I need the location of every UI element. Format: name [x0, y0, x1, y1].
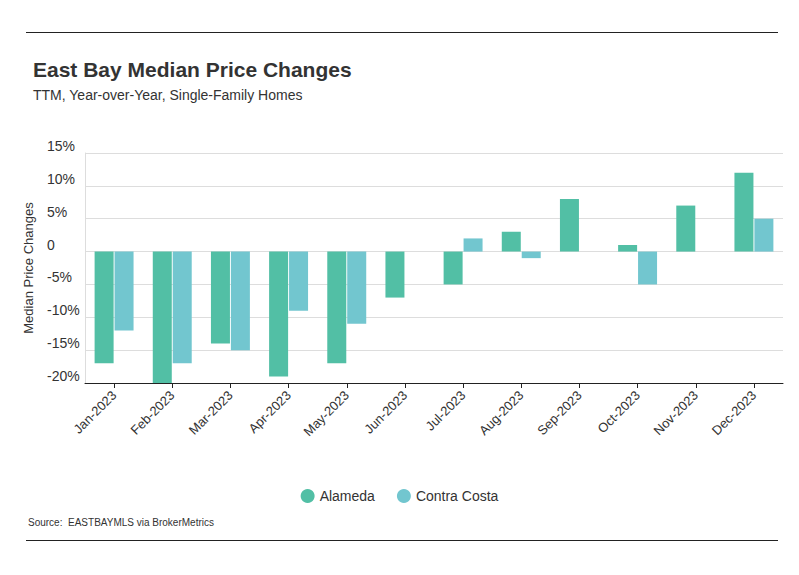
svg-text:TTM, Year-over-Year, Single-Fa: TTM, Year-over-Year, Single-Family Homes — [33, 87, 302, 103]
svg-text:Mar-2023: Mar-2023 — [186, 388, 236, 438]
svg-text:May-2023: May-2023 — [301, 388, 352, 439]
svg-text:Nov-2023: Nov-2023 — [651, 388, 701, 438]
svg-text:Source: EASTBAYMLS via Broker: Source: EASTBAYMLS via BrokerMetrics — [28, 517, 214, 528]
svg-text:Apr-2023: Apr-2023 — [246, 388, 294, 436]
svg-text:-20%: -20% — [47, 368, 80, 384]
svg-text:Median Price Changes: Median Price Changes — [21, 202, 36, 334]
svg-text:-5%: -5% — [47, 269, 72, 285]
svg-text:Jul-2023: Jul-2023 — [423, 388, 469, 434]
svg-text:Dec-2023: Dec-2023 — [709, 388, 759, 438]
svg-text:15%: 15% — [47, 138, 75, 154]
svg-text:Jun-2023: Jun-2023 — [361, 388, 410, 437]
svg-text:-15%: -15% — [47, 335, 80, 351]
svg-text:-10%: -10% — [47, 302, 80, 318]
svg-text:Alameda: Alameda — [320, 488, 375, 504]
svg-text:Sep-2023: Sep-2023 — [534, 388, 584, 438]
svg-text:Jan-2023: Jan-2023 — [70, 388, 119, 437]
svg-text:Aug-2023: Aug-2023 — [476, 388, 526, 438]
svg-text:Feb-2023: Feb-2023 — [128, 388, 178, 438]
svg-text:Oct-2023: Oct-2023 — [595, 388, 643, 436]
svg-text:0: 0 — [47, 237, 55, 253]
svg-text:Contra Costa: Contra Costa — [416, 488, 499, 504]
svg-text:East Bay Median Price Changes: East Bay Median Price Changes — [33, 58, 352, 81]
svg-text:10%: 10% — [47, 171, 75, 187]
svg-text:5%: 5% — [47, 204, 67, 220]
